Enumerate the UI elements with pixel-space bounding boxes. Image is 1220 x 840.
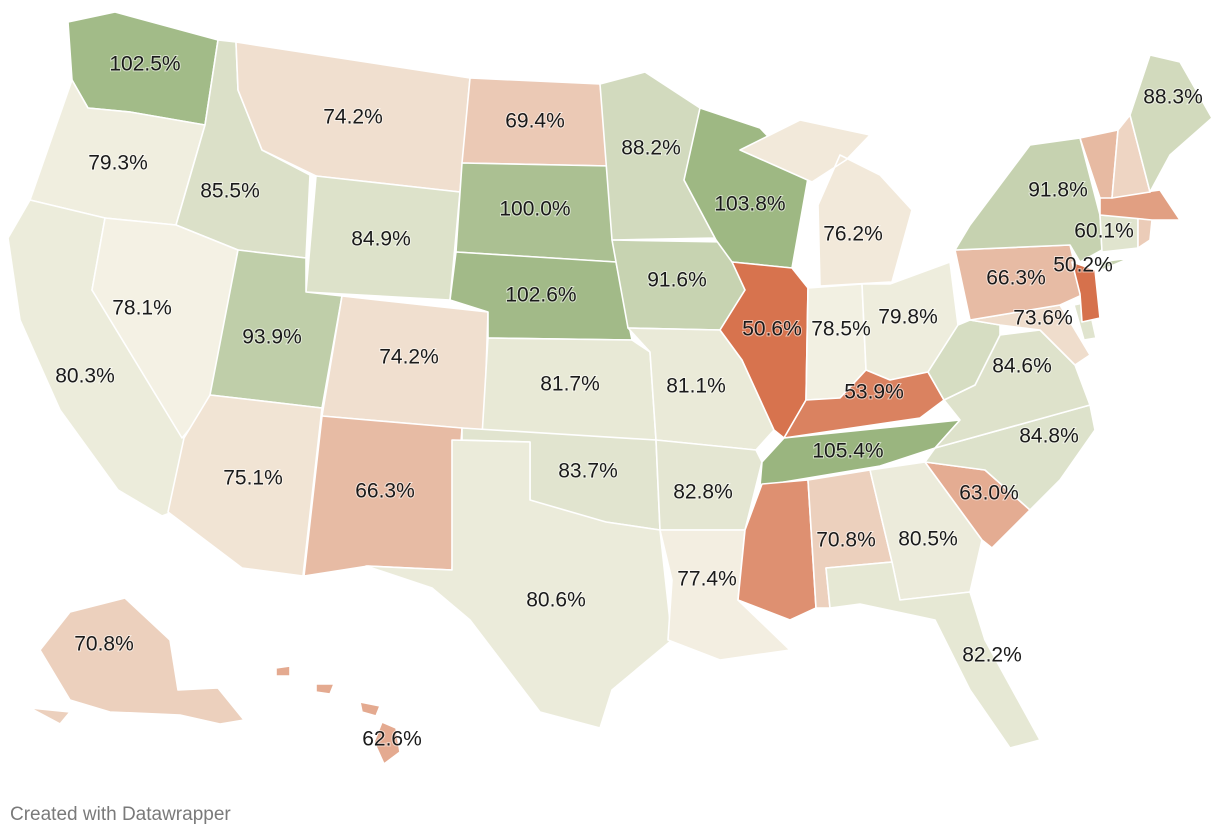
state-ri[interactable] (1137, 217, 1153, 249)
state-label-ak: 70.8% (74, 633, 134, 656)
state-fl[interactable] (825, 561, 1041, 749)
state-label-ne: 102.6% (505, 284, 576, 307)
state-label-al: 70.8% (816, 529, 876, 552)
state-ar[interactable] (655, 439, 763, 531)
state-label-mi: 76.2% (823, 223, 883, 246)
state-label-il: 50.6% (742, 318, 802, 341)
state-label-ks: 81.7% (540, 373, 600, 396)
state-label-tx: 80.6% (526, 589, 586, 612)
state-label-ky: 53.9% (844, 381, 904, 404)
state-label-nm: 66.3% (355, 480, 415, 503)
state-label-va: 84.6% (992, 355, 1052, 378)
state-label-mo: 81.1% (666, 375, 726, 398)
state-label-mt: 74.2% (323, 106, 383, 129)
datawrapper-credit: Created with Datawrapper (10, 804, 231, 825)
state-wv[interactable] (927, 319, 1001, 401)
state-label-nj: 50.2% (1053, 254, 1113, 277)
state-labels: 102.5% 79.3% 80.3% 85.5% 78.1% 74.2% 84.9% 93.9… (54, 52, 1204, 752)
state-label-la: 77.4% (677, 568, 737, 591)
state-label-pa: 66.3% (986, 267, 1046, 290)
state-ak[interactable] (29, 597, 245, 725)
state-label-ut: 93.9% (242, 326, 302, 349)
state-az[interactable] (167, 394, 323, 577)
state-il[interactable] (719, 261, 809, 439)
state-label-nv: 78.1% (112, 297, 172, 320)
state-label-tn: 105.4% (812, 440, 883, 463)
state-me[interactable] (1129, 54, 1213, 193)
state-label-ca: 80.3% (55, 365, 115, 388)
state-label-ny: 91.8% (1028, 179, 1088, 202)
state-label-wy: 84.9% (351, 228, 411, 251)
state-label-id: 85.5% (200, 180, 260, 203)
state-label-sc: 63.0% (959, 482, 1019, 505)
state-label-mn: 88.2% (621, 137, 681, 160)
state-label-az: 75.1% (223, 467, 283, 490)
state-nc[interactable] (924, 404, 1096, 511)
state-label-ok: 83.7% (558, 460, 618, 483)
state-label-fl: 82.2% (962, 644, 1022, 667)
state-mi[interactable] (739, 119, 913, 287)
state-label-oh: 79.8% (878, 306, 938, 329)
state-label-co: 74.2% (379, 346, 439, 369)
state-label-wa: 102.5% (109, 53, 180, 76)
state-label-wi: 103.8% (714, 193, 785, 216)
state-label-md: 73.6% (1013, 307, 1073, 330)
state-hi[interactable] (275, 665, 401, 765)
state-label-ga: 80.5% (898, 528, 958, 551)
state-label-or: 79.3% (88, 152, 148, 175)
state-label-hi: 62.6% (362, 728, 422, 751)
state-label-ia: 91.6% (647, 269, 707, 292)
state-label-nd: 69.4% (505, 110, 565, 133)
state-label-in: 78.5% (811, 318, 871, 341)
state-tx[interactable] (365, 439, 673, 729)
state-label-ma: 60.1% (1074, 220, 1134, 243)
state-label-me: 88.3% (1143, 86, 1203, 109)
state-label-nc: 84.8% (1019, 425, 1079, 448)
state-label-ar: 82.8% (673, 481, 733, 504)
state-shapes (7, 11, 1213, 765)
state-label-sd: 100.0% (499, 198, 570, 221)
state-nj[interactable] (1071, 261, 1101, 323)
